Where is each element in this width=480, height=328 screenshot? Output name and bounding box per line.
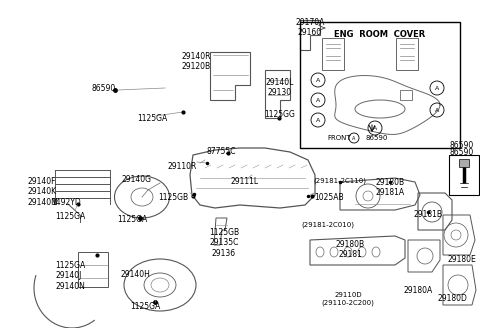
- Text: 29180B
29181A: 29180B 29181A: [375, 178, 405, 197]
- Text: 86590: 86590: [450, 141, 474, 150]
- Bar: [322, 38, 344, 70]
- Text: 1125GA
29140J
29140N: 1125GA 29140J 29140N: [55, 261, 85, 291]
- Text: 29110R: 29110R: [168, 162, 197, 171]
- Text: ENG  ROOM  COVER: ENG ROOM COVER: [335, 30, 426, 39]
- Text: 1492YD: 1492YD: [51, 198, 81, 207]
- Text: 29140H: 29140H: [120, 270, 150, 279]
- Text: 1125GA: 1125GA: [117, 215, 147, 224]
- Text: 29110D
(29110-2C200): 29110D (29110-2C200): [322, 292, 374, 305]
- Text: 29140L
29130: 29140L 29130: [266, 78, 294, 97]
- Text: A: A: [373, 126, 377, 131]
- Text: A: A: [316, 97, 320, 102]
- Text: A: A: [435, 108, 439, 113]
- Text: A: A: [316, 117, 320, 122]
- Text: (29181-2C010): (29181-2C010): [301, 222, 355, 229]
- Text: 29181B: 29181B: [413, 210, 443, 219]
- Bar: [459, 159, 469, 167]
- Bar: [400, 90, 412, 100]
- Text: 29111L: 29111L: [231, 177, 259, 186]
- Text: A: A: [316, 77, 320, 83]
- Text: 86590: 86590: [92, 84, 116, 93]
- Text: 86590: 86590: [365, 135, 387, 141]
- Text: 29170A
29160: 29170A 29160: [295, 18, 324, 37]
- Bar: [396, 38, 418, 70]
- Text: 87755C: 87755C: [206, 147, 236, 156]
- Bar: [300, 22, 460, 148]
- Bar: [78, 252, 108, 287]
- Text: A: A: [352, 135, 356, 140]
- Text: 29180B
29181: 29180B 29181: [336, 240, 365, 259]
- Bar: [449, 155, 479, 195]
- Text: 1025AB: 1025AB: [314, 193, 344, 202]
- Text: 1125GB: 1125GB: [158, 193, 188, 202]
- Text: FRONT: FRONT: [327, 135, 350, 141]
- Text: 29140F
29140K
29140M: 29140F 29140K 29140M: [28, 177, 59, 207]
- Text: 1125GG: 1125GG: [264, 110, 295, 119]
- Text: (29181-2C110): (29181-2C110): [313, 178, 367, 184]
- Text: 29140R
29120B: 29140R 29120B: [181, 52, 211, 72]
- Text: 1125GA: 1125GA: [55, 212, 85, 221]
- Text: A: A: [435, 86, 439, 91]
- Text: 1125GA: 1125GA: [137, 114, 167, 123]
- Text: 29140G: 29140G: [121, 175, 151, 184]
- Text: 1125GA: 1125GA: [130, 302, 160, 311]
- Text: 1125GB
29135C
29136: 1125GB 29135C 29136: [209, 228, 239, 258]
- Text: 29180D: 29180D: [437, 294, 467, 303]
- Text: 29180A: 29180A: [403, 286, 432, 295]
- Text: 86590: 86590: [450, 148, 474, 157]
- Text: 29180E: 29180E: [448, 255, 476, 264]
